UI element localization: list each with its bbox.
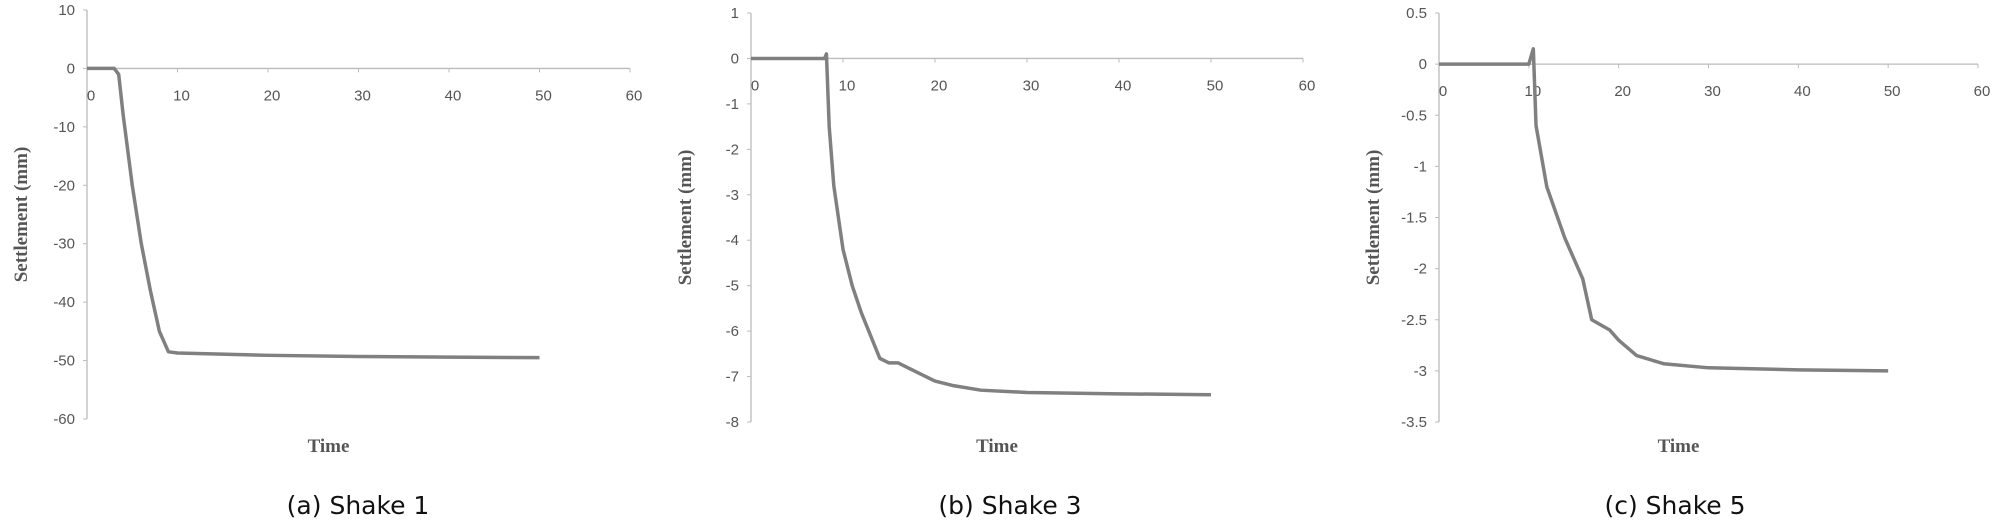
y-tick-label: -6 [726,323,739,340]
x-tick-label: 20 [1614,83,1631,100]
y-tick-label: 0 [731,50,739,67]
x-tick-label: 60 [1299,77,1316,94]
y-tick-label: -1 [726,96,739,113]
x-axis-label: Time [976,436,1018,457]
y-tick-label: -2 [726,141,739,158]
x-tick-label: 40 [445,87,462,104]
y-tick-label: -20 [53,177,75,194]
y-tick-label: -2.5 [1401,312,1427,329]
y-axis-label: Settlement (mm) [1363,150,1384,286]
caption: (c) Shake 5 [1604,491,1745,520]
y-tick-label: -7 [726,369,739,386]
y-axis-label: Settlement (mm) [675,150,696,286]
line [751,52,1212,397]
y-tick-label: -3 [726,187,739,204]
x-tick-label: 50 [535,87,552,104]
caption: (a) Shake 1 [287,491,430,520]
y-tick-label: 0.5 [1406,5,1427,22]
y-axis-label: Settlement (mm) [11,147,32,283]
x-tick-label: 60 [626,87,643,104]
x-tick-label: 60 [1974,83,1991,100]
x-tick-label: 20 [264,87,281,104]
x-tick-label: 10 [173,87,190,104]
y-tick-label: -3 [1414,363,1427,380]
y-tick-label: -5 [726,278,739,295]
x-tick-label: 30 [354,87,371,104]
y-tick-label: -60 [53,411,75,428]
x-tick-label: 0 [87,87,95,104]
y-tick-label: -10 [53,119,75,136]
x-tick-label: 30 [1704,83,1721,100]
x-tick-label: 0 [1439,83,1447,100]
y-tick-label: -30 [53,236,75,253]
y-tick-label: -50 [53,353,75,370]
y-tick-label: -1.5 [1401,210,1427,227]
x-axis-label: Time [308,436,350,457]
x-tick-label: 30 [1023,77,1040,94]
y-tick-label: -40 [53,294,75,311]
x-tick-label: 10 [839,77,856,94]
x-tick-label: 50 [1207,77,1224,94]
y-tick-label: -0.5 [1401,107,1427,124]
x-tick-label: 10 [1524,83,1541,100]
x-tick-label: 40 [1794,83,1811,100]
line [1439,47,1889,373]
y-tick-label: 0 [67,60,75,77]
line [87,66,540,360]
x-tick-label: 40 [1115,77,1132,94]
y-tick-label: 0 [1419,56,1427,73]
x-tick-label: 50 [1884,83,1901,100]
y-tick-label: -3.5 [1401,414,1427,431]
y-tick-label: 1 [731,5,739,22]
y-tick-label: -1 [1414,158,1427,175]
y-tick-label: -2 [1414,261,1427,278]
y-tick-label: -8 [726,414,739,431]
y-tick-label: -4 [726,232,739,249]
x-tick-label: 20 [931,77,948,94]
y-tick-label: 10 [58,2,75,19]
caption: (b) Shake 3 [938,491,1081,520]
x-tick-label: 0 [751,77,759,94]
x-axis-label: Time [1658,436,1700,457]
